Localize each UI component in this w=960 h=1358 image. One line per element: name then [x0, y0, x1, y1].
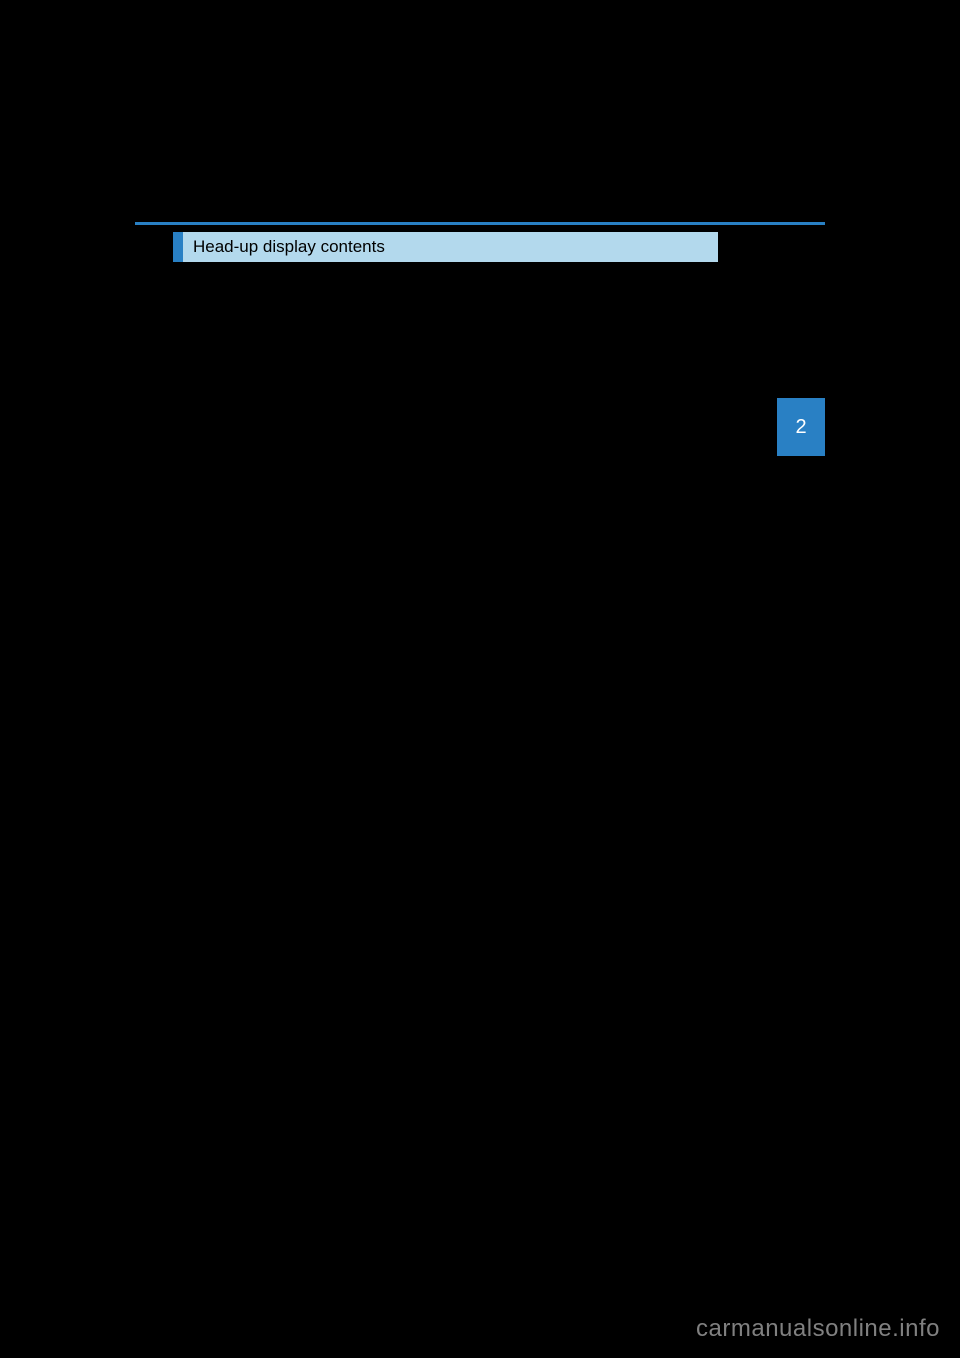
watermark-text: carmanualsonline.info [696, 1315, 940, 1343]
section-header-title: Head-up display contents [183, 237, 385, 257]
chapter-tab: 2 [777, 398, 825, 456]
chapter-number: 2 [795, 416, 806, 439]
section-separator [135, 222, 825, 225]
section-header-accent [173, 232, 183, 262]
section-header: Head-up display contents [173, 232, 718, 262]
